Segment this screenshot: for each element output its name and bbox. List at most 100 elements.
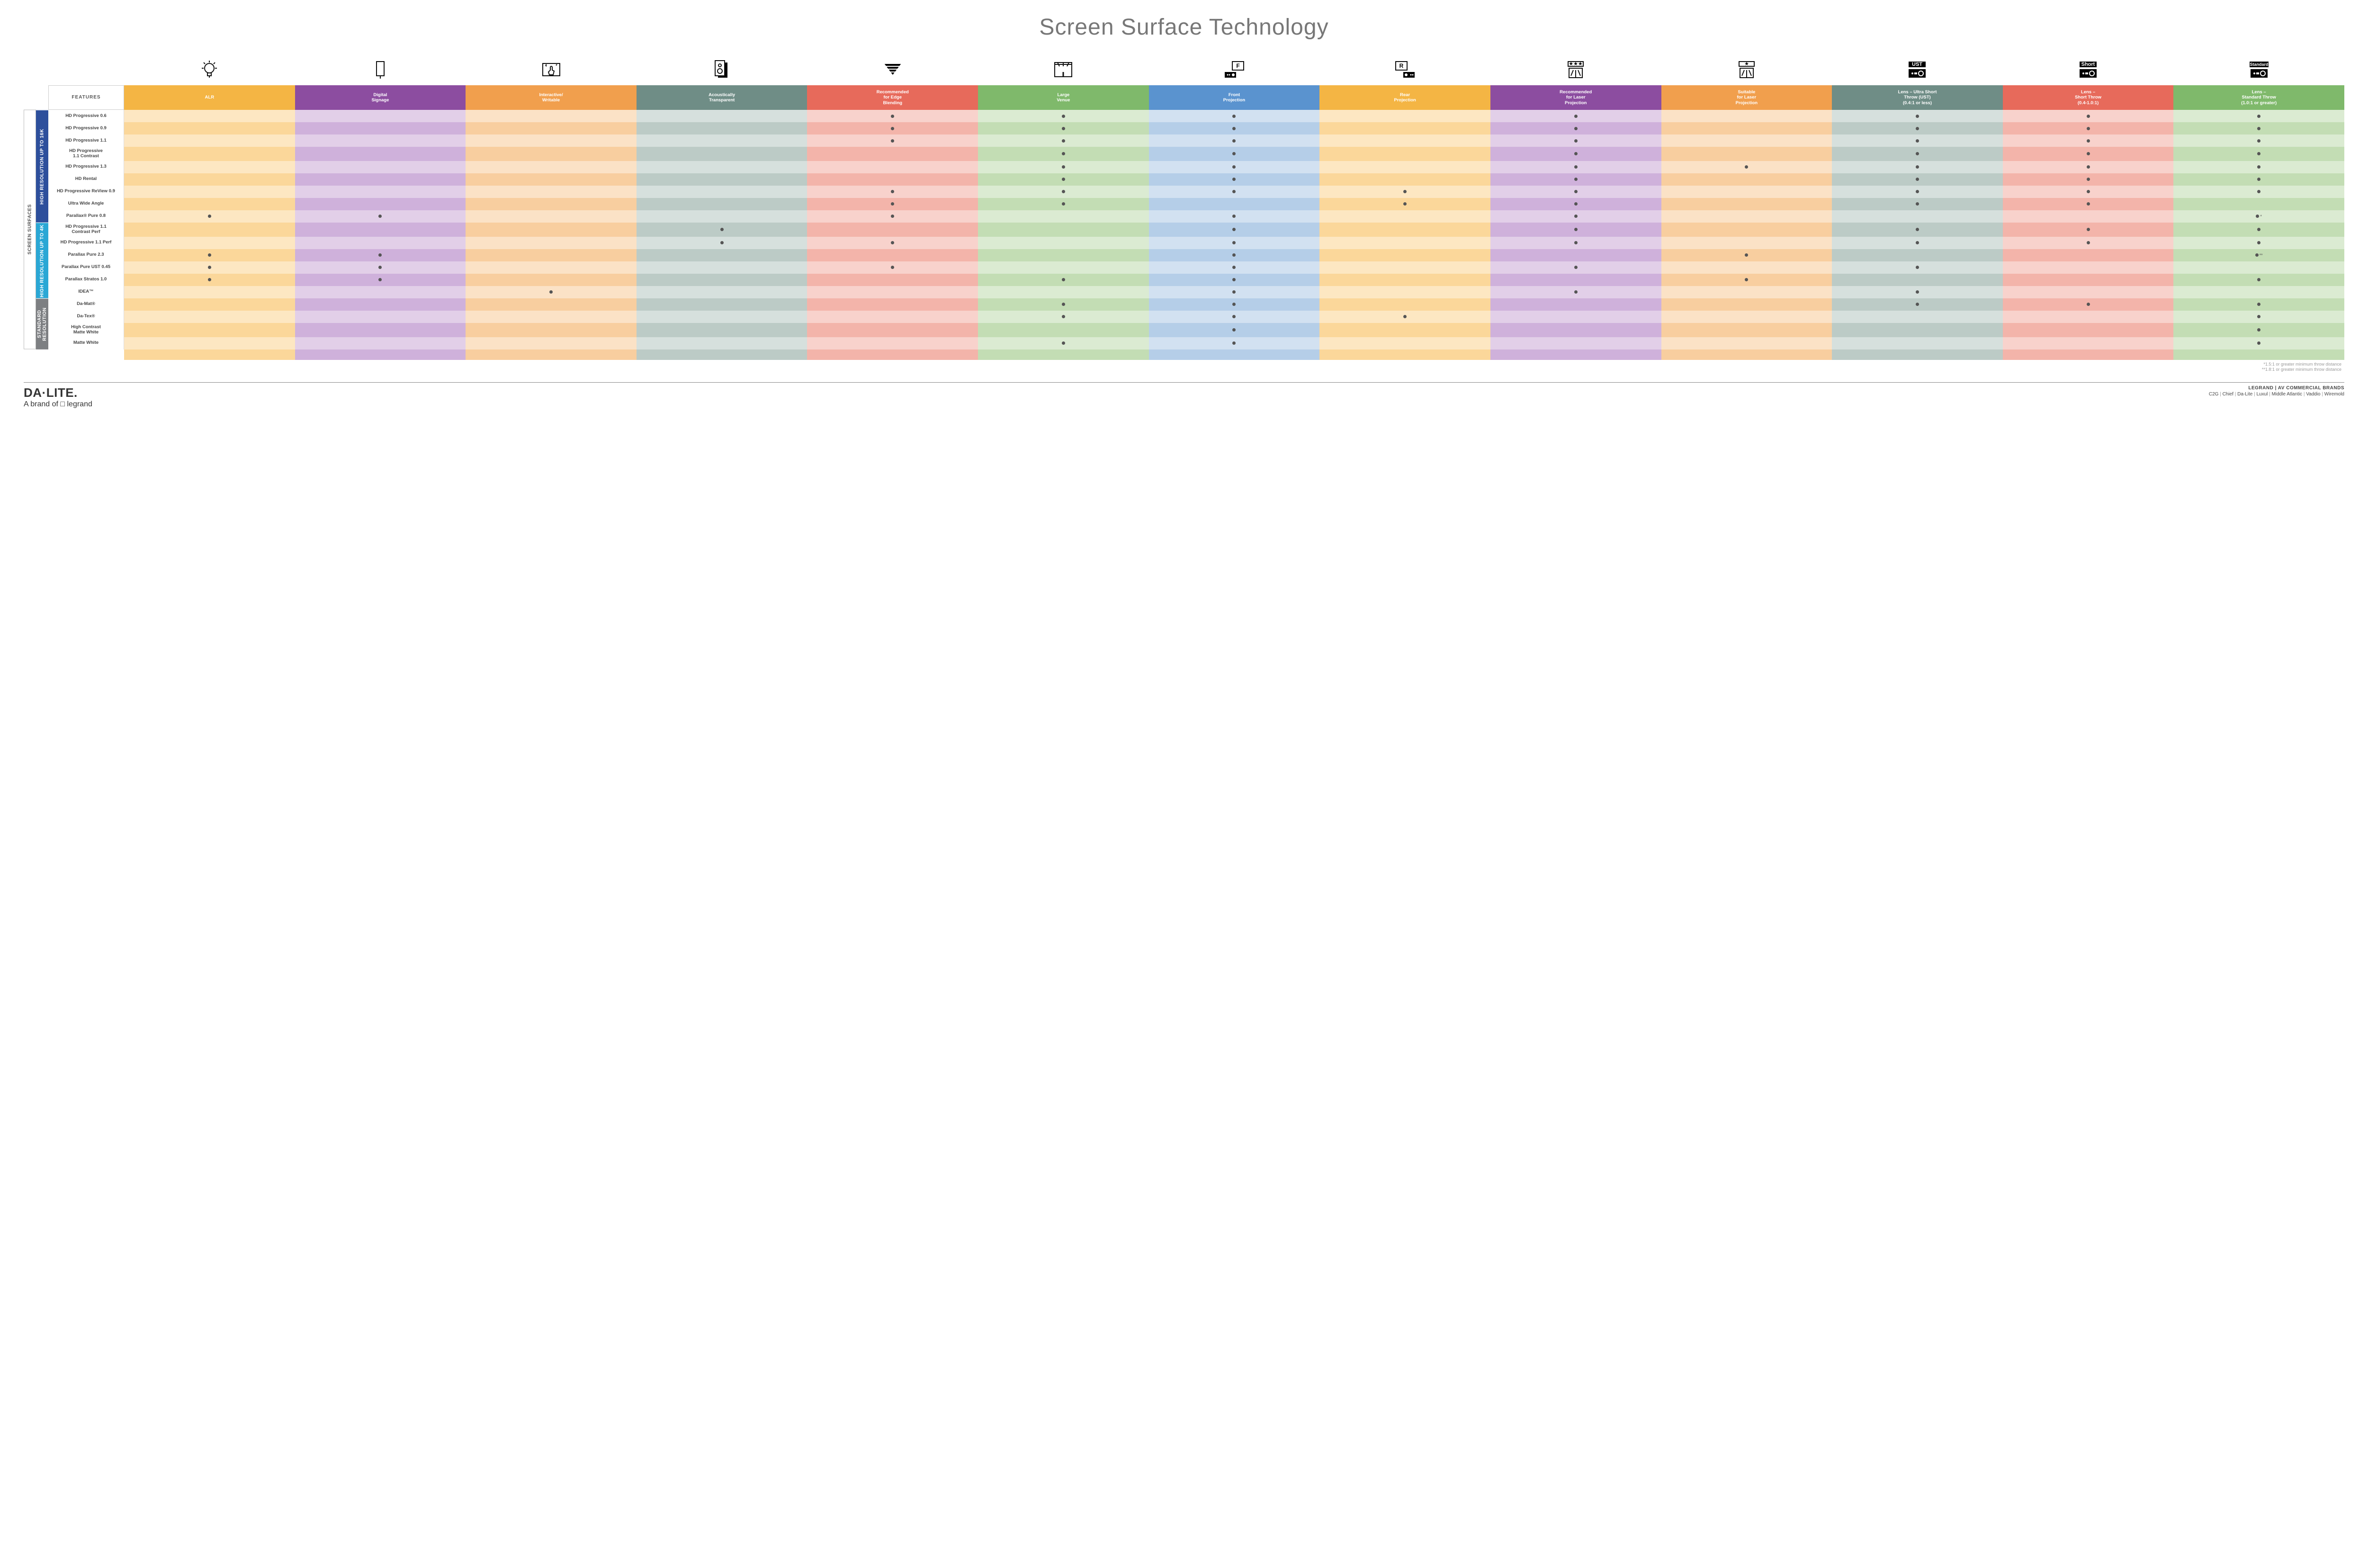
feature-cell: [1149, 337, 1320, 349]
dot-icon: [208, 215, 211, 218]
footnotes: *1.5:1 or greater minimum throw distance…: [24, 360, 2344, 373]
column-header: Interactive/ Writable: [466, 85, 637, 110]
feature-cell: [124, 122, 295, 134]
side-label-surfaces: SCREEN SURFACES: [24, 110, 36, 349]
feature-cell: [807, 298, 978, 311]
row-label: IDEA™: [48, 286, 124, 298]
dot-icon: [1574, 165, 1578, 169]
feature-cell: [1490, 323, 1661, 337]
feature-cell: [2173, 298, 2344, 311]
column-header: Lens – Short Throw (0.4-1.0:1): [2003, 85, 2174, 110]
feature-cell: [2173, 122, 2344, 134]
feature-cell: [978, 249, 1149, 261]
feature-cell: [1490, 261, 1661, 274]
footer-brands-list: C2GChiefDa-LiteLuxulMiddle AtlanticVaddi…: [2209, 392, 2344, 397]
feature-cell: [2003, 274, 2174, 286]
dot-icon: [2087, 139, 2090, 143]
feature-cell: [1490, 186, 1661, 198]
feature-cell: [1149, 311, 1320, 323]
feature-cell: [637, 198, 807, 210]
dot-icon: [2087, 178, 2090, 181]
column-icon: [637, 52, 807, 85]
feature-cell: [1490, 173, 1661, 186]
column-header: ALR: [124, 85, 295, 110]
feature-cell: [637, 274, 807, 286]
feature-cell: [637, 110, 807, 122]
feature-cell: [2003, 147, 2174, 161]
feature-cell: [807, 274, 978, 286]
column-header: Rear Projection: [1319, 85, 1490, 110]
feature-cell: [1661, 286, 1832, 298]
feature-cell: [1661, 323, 1832, 337]
feature-cell: [466, 110, 637, 122]
feature-cell: [1319, 311, 1490, 323]
feature-cell: [466, 173, 637, 186]
feature-cell: [637, 134, 807, 147]
feature-cell: [978, 323, 1149, 337]
dot-icon: [2257, 190, 2260, 193]
dot-icon: [1062, 139, 1065, 143]
feature-cell: [1661, 249, 1832, 261]
dot-icon: [1232, 127, 1236, 130]
row-label: Da-Mat®: [48, 298, 124, 311]
feature-cell: [1319, 337, 1490, 349]
dot-icon: [208, 266, 211, 269]
row-label: HD Progressive ReView 0.9: [48, 186, 124, 198]
feature-cell: [1149, 122, 1320, 134]
feature-cell: [1149, 173, 1320, 186]
feature-cell: [2003, 186, 2174, 198]
row-label: HD Progressive 1.1 Contrast Perf: [48, 223, 124, 237]
dot-icon: [1574, 127, 1578, 130]
feature-cell: [2173, 198, 2344, 210]
feature-cell: [295, 223, 466, 237]
row-label: Matte White: [48, 337, 124, 349]
feature-cell: [2173, 147, 2344, 161]
dot-icon: [2257, 178, 2260, 181]
feature-cell: [978, 134, 1149, 147]
feature-cell: [124, 274, 295, 286]
feature-cell: [807, 261, 978, 274]
dot-icon: [720, 228, 724, 231]
dot-icon: [1574, 290, 1578, 294]
feature-cell: [807, 147, 978, 161]
feature-cell: [1319, 286, 1490, 298]
feature-cell: [295, 186, 466, 198]
feature-cell: [1832, 223, 2003, 237]
feature-cell: [2003, 173, 2174, 186]
dot-icon: [2257, 139, 2260, 143]
column-header: Front Projection: [1149, 85, 1320, 110]
dot-icon: [2257, 328, 2260, 332]
feature-cell: [1490, 210, 1661, 223]
feature-cell: [2173, 261, 2344, 274]
dot-icon: [1916, 303, 1919, 306]
page-title: Screen Surface Technology: [24, 14, 2344, 40]
feature-cell: [1661, 311, 1832, 323]
feature-cell: [295, 161, 466, 173]
feature-cell: [978, 110, 1149, 122]
feature-cell: [978, 210, 1149, 223]
feature-cell: *: [2173, 210, 2344, 223]
feature-cell: [2173, 237, 2344, 249]
feature-cell: [1661, 237, 1832, 249]
feature-cell: [2173, 134, 2344, 147]
dot-icon: [378, 278, 382, 281]
dot-icon: [1574, 228, 1578, 231]
feature-cell: [124, 134, 295, 147]
side-label-group: HIGH RESOLUTION UP TO 16K: [36, 110, 48, 223]
feature-cell: [124, 173, 295, 186]
feature-cell: [1149, 223, 1320, 237]
dot-icon: [1745, 278, 1748, 281]
feature-cell: [2173, 286, 2344, 298]
feature-cell: [2003, 134, 2174, 147]
dot-icon: [2257, 278, 2260, 281]
feature-cell: [1490, 249, 1661, 261]
feature-cell: [637, 249, 807, 261]
feature-cell: [978, 186, 1149, 198]
feature-cell: [637, 311, 807, 323]
feature-cell: [1661, 161, 1832, 173]
dot-icon: [891, 266, 894, 269]
dot-icon: [1916, 127, 1919, 130]
column-icon: [2003, 52, 2174, 85]
dot-icon: [1574, 190, 1578, 193]
feature-cell: [295, 286, 466, 298]
